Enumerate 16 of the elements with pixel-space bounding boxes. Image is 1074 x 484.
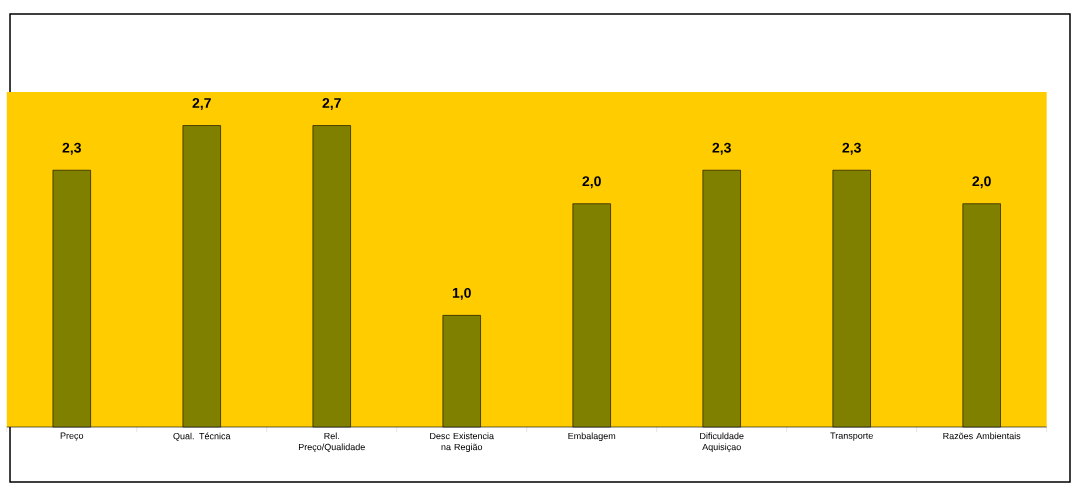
x-tick-label: Dificuldade Aquisiçao <box>700 432 744 452</box>
data-label: 2,3 <box>62 142 81 155</box>
x-tick-label: Razões Ambientais <box>943 432 1021 440</box>
data-label: 1,0 <box>452 287 471 300</box>
x-tick-label: Desc Existencia na Região <box>430 432 494 452</box>
data-label: 2,0 <box>582 176 601 189</box>
x-tick-label: Rel. Preço/Qualidade <box>298 432 365 452</box>
x-tick-label: Qual. Técnica <box>173 432 231 441</box>
data-label: 2,7 <box>322 98 341 111</box>
data-label: 2,3 <box>842 142 861 155</box>
data-label: 2,0 <box>972 176 991 189</box>
data-label: 2,3 <box>712 142 731 155</box>
x-tick-label: Transporte <box>830 432 873 441</box>
data-label: 2,7 <box>192 98 211 111</box>
x-tick-label: Embalagem <box>568 432 616 441</box>
x-tick-label: Preço <box>60 432 84 441</box>
